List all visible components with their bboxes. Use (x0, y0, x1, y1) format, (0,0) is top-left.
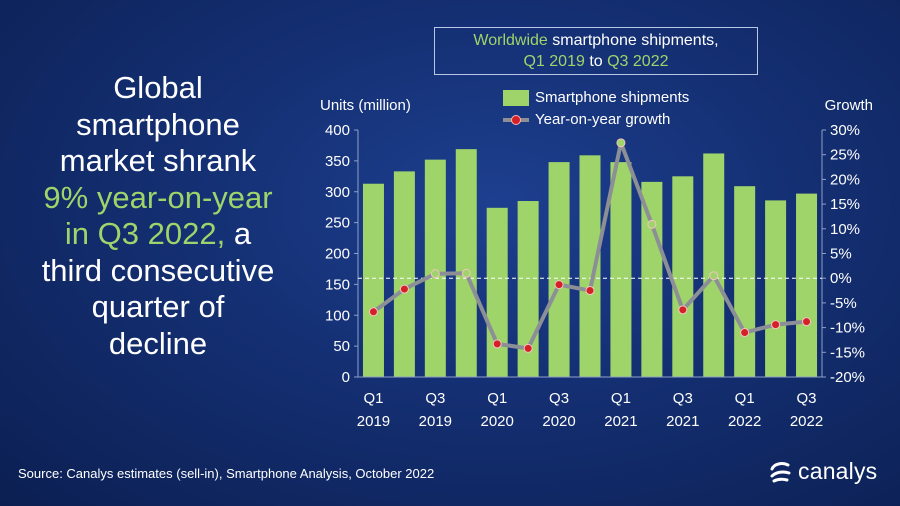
y-tick-label: 400 (325, 122, 350, 139)
growth-point (647, 219, 657, 229)
legend-item-shipments: Smartphone shipments (503, 87, 689, 109)
x-tick-label: 2020 (542, 413, 575, 430)
legend-label: Smartphone shipments (535, 89, 690, 106)
y2-tick-label: 0% (830, 270, 852, 287)
canalys-logo-icon (770, 461, 791, 482)
growth-point (399, 284, 409, 294)
x-tick-label: 2019 (357, 413, 390, 430)
growth-point (771, 320, 781, 330)
y2-tick-label: -15% (830, 344, 865, 361)
x-tick-label: 2022 (790, 413, 823, 430)
y-tick-label: 100 (325, 307, 350, 324)
brand-logo: canalys (768, 458, 877, 485)
growth-point (461, 268, 471, 278)
y-tick-label: 150 (325, 276, 350, 293)
legend-label: Year-on-year growth (535, 111, 671, 128)
growth-point (523, 343, 533, 353)
growth-point (492, 339, 502, 349)
chart-title-text: smartphone shipments, (547, 32, 719, 49)
source-note: Source: Canalys estimates (sell-in), Sma… (18, 466, 435, 481)
x-tick-label: Q1 (611, 390, 631, 407)
y2-tick-label: 15% (830, 196, 860, 213)
shipment-bar (548, 162, 570, 377)
chart-title-highlight: Worldwide (473, 32, 548, 49)
x-tick-label: Q1 (487, 390, 507, 407)
y-tick-label: 200 (325, 246, 350, 263)
x-tick-label: 2021 (666, 413, 699, 430)
shipment-bar (424, 159, 446, 377)
shipment-bar (393, 171, 415, 377)
x-tick-label: Q3 (549, 390, 569, 407)
chart-title: Worldwide smartphone shipments, Q1 2019 … (434, 27, 758, 75)
growth-point (554, 280, 564, 290)
headline-line: market shrank (59, 143, 257, 178)
growth-point (585, 286, 595, 296)
growth-point (430, 269, 440, 279)
y2-tick-label: -20% (830, 369, 865, 386)
x-tick-label: Q1 (735, 390, 755, 407)
headline-text: a (225, 216, 252, 251)
y2-tick-label: 20% (830, 171, 860, 188)
shipment-bar (610, 162, 632, 377)
x-tick-label: Q3 (425, 390, 445, 407)
y-tick-label: 300 (325, 184, 350, 201)
y2-tick-label: -5% (830, 295, 857, 312)
shipment-bar (765, 200, 787, 377)
headline-line: decline (108, 325, 208, 361)
chart-title-highlight: Q3 2022 (607, 53, 669, 70)
x-tick-label: Q3 (797, 390, 817, 407)
shipment-bar (703, 153, 725, 377)
y-tick-label: 50 (333, 338, 350, 355)
shipment-bar (641, 181, 663, 377)
growth-point (368, 307, 378, 317)
headline: Global smartphone market shrank 9% year-… (18, 70, 298, 362)
x-tick-label: 2021 (604, 413, 637, 430)
x-tick-label: 2019 (419, 413, 452, 430)
headline-highlight: in Q3 2022, (64, 216, 226, 251)
headline-line: Global (113, 70, 203, 105)
headline-line: smartphone (76, 106, 240, 142)
shipment-bar (672, 176, 694, 377)
y2-tick-label: 5% (830, 246, 852, 263)
legend-item-growth: Year-on-year growth (503, 109, 689, 131)
shipment-bar (734, 186, 756, 377)
y-tick-label: 250 (325, 215, 350, 232)
y2-tick-label: -10% (830, 320, 865, 337)
chart-legend: Smartphone shipments Year-on-year growth (503, 87, 689, 131)
headline-highlight: 9% year-on-year (43, 179, 273, 215)
legend-line-swatch (503, 112, 529, 128)
y2-tick-label: 10% (830, 221, 860, 238)
growth-point (678, 305, 688, 315)
headline-line: quarter of (91, 289, 225, 324)
x-tick-label: 2020 (481, 413, 514, 430)
chart-title-text: to (584, 53, 608, 70)
growth-point (802, 317, 812, 327)
y2-axis-title: Growth (825, 97, 873, 114)
shipment-bar (362, 183, 384, 377)
headline-line: in Q3 2022, a (18, 216, 298, 253)
y-tick-label: 0 (342, 369, 350, 386)
growth-point (709, 271, 719, 281)
x-tick-label: Q3 (673, 390, 693, 407)
growth-point (616, 138, 626, 148)
y2-tick-label: 25% (830, 147, 860, 164)
y2-tick-label: 30% (830, 122, 860, 139)
shipment-bar (455, 149, 477, 377)
shipment-bar (486, 207, 508, 377)
growth-point (740, 328, 750, 338)
chart-title-highlight: Q1 2019 (523, 53, 585, 70)
x-tick-label: Q1 (363, 390, 383, 407)
brand-name: canalys (798, 458, 878, 484)
shipment-bar (579, 155, 601, 377)
legend-bar-swatch (503, 90, 529, 106)
x-tick-label: 2022 (728, 413, 761, 430)
y-tick-label: 350 (325, 153, 350, 170)
headline-line: third consecutive (41, 252, 275, 288)
shipment-bar (796, 193, 818, 377)
y-axis-title: Units (million) (320, 97, 411, 114)
